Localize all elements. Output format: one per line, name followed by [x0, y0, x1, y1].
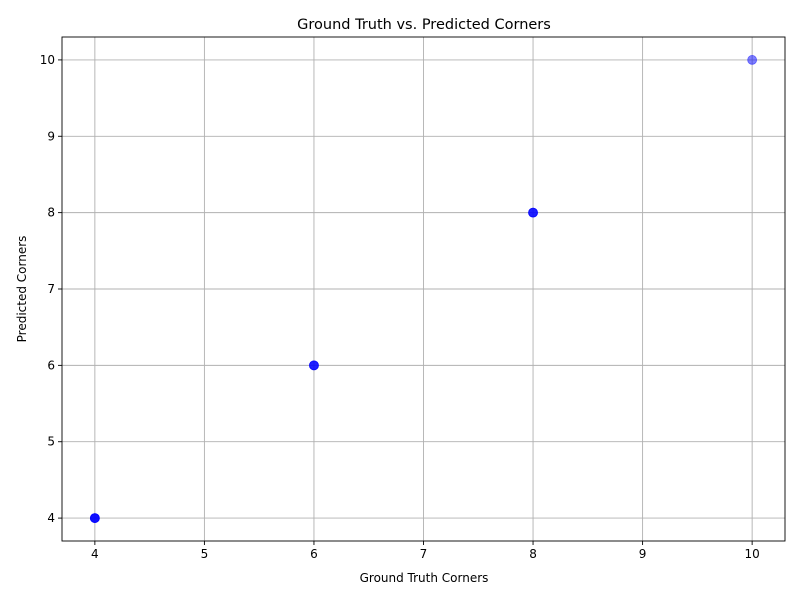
scatter-point [309, 360, 319, 371]
y-tick-label: 4 [47, 511, 55, 525]
y-tick-label: 6 [47, 358, 55, 372]
y-tick-label: 8 [47, 206, 55, 220]
x-tick-label: 8 [529, 547, 537, 561]
x-tick-label: 4 [91, 547, 99, 561]
y-tick-label: 7 [47, 282, 55, 296]
axis-ticks: 4 5 6 7 8 9 10 4 5 6 7 8 9 10 [40, 53, 760, 561]
scatter-points [89, 55, 758, 523]
x-tick-label: 10 [744, 547, 759, 561]
x-tick-label: 6 [310, 547, 318, 561]
x-tick-label: 5 [201, 547, 209, 561]
x-tick-label: 9 [639, 547, 647, 561]
x-axis-label: Ground Truth Corners [360, 571, 489, 585]
chart-title: Ground Truth vs. Predicted Corners [297, 17, 551, 33]
y-axis-label: Predicted Corners [15, 236, 29, 343]
scatter-point [528, 207, 538, 218]
scatter-point [89, 513, 100, 523]
scatter-point [747, 55, 758, 65]
x-tick-label: 7 [420, 547, 428, 561]
y-tick-label: 9 [47, 129, 55, 143]
y-tick-label: 10 [40, 53, 55, 67]
y-tick-label: 5 [47, 435, 55, 449]
grid [62, 37, 785, 541]
